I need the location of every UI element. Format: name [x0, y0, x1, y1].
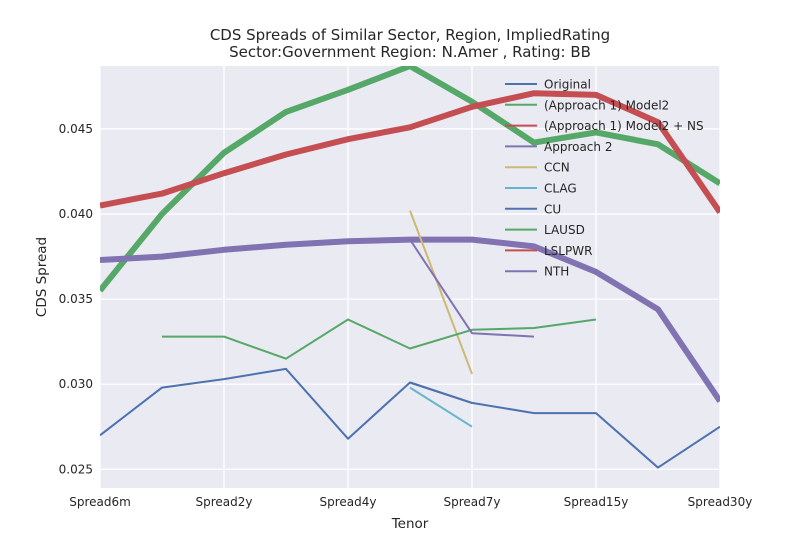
x-tick-labels: Spread6m Spread2y Spread4y Spread7y Spread15…: [69, 495, 752, 509]
series-line-ccn: [409, 210, 473, 375]
chart-subtitle: Sector:Government Region: N.Amer , Ratin…: [229, 43, 591, 61]
y-tick-label: 0.045: [59, 122, 93, 136]
x-tick-label: Spread30y: [688, 495, 753, 509]
x-tick-label: Spread2y: [196, 495, 253, 509]
legend-entry: LAUSD: [544, 223, 585, 237]
series-line-clag: [409, 386, 473, 428]
legend-entry: CU: [544, 202, 561, 216]
legend: Original (Approach 1) Model2 (Approach 1) …: [505, 78, 704, 279]
chart-title: CDS Spreads of Similar Sector, Region, I…: [210, 26, 610, 44]
legend-entry: (Approach 1) Model2 + NS: [544, 119, 704, 133]
series-layer: [100, 66, 720, 469]
y-tick-label: 0.040: [59, 207, 93, 221]
y-axis-label: CDS Spread: [34, 237, 50, 317]
y-tick-label: 0.025: [59, 462, 93, 476]
series-line-nth: [409, 239, 535, 338]
legend-entry: NTH: [544, 265, 569, 279]
series-line-lausd: [162, 318, 597, 360]
legend-entry: CLAG: [544, 182, 577, 196]
legend-entry: Original: [544, 78, 591, 92]
y-tick-labels: 0.025 0.030 0.035 0.040 0.045: [59, 122, 93, 476]
series-line-cu: [409, 381, 473, 404]
y-tick-label: 0.030: [59, 377, 93, 391]
x-tick-label: Spread15y: [564, 495, 629, 509]
y-tick-label: 0.035: [59, 292, 93, 306]
legend-entry: (Approach 1) Model2: [544, 98, 669, 112]
x-tick-label: Spread7y: [444, 495, 501, 509]
series-line-approach-1-model2: [100, 66, 720, 293]
legend-entry: LSLPWR: [544, 244, 592, 258]
x-axis-label: Tenor: [391, 516, 429, 532]
legend-entry: CCN: [544, 161, 570, 175]
x-tick-label: Spread6m: [69, 495, 131, 509]
legend-entry: Approach 2: [544, 140, 612, 154]
x-tick-label: Spread4y: [320, 495, 377, 509]
series-line-approach-1-model2-ns: [100, 90, 720, 215]
